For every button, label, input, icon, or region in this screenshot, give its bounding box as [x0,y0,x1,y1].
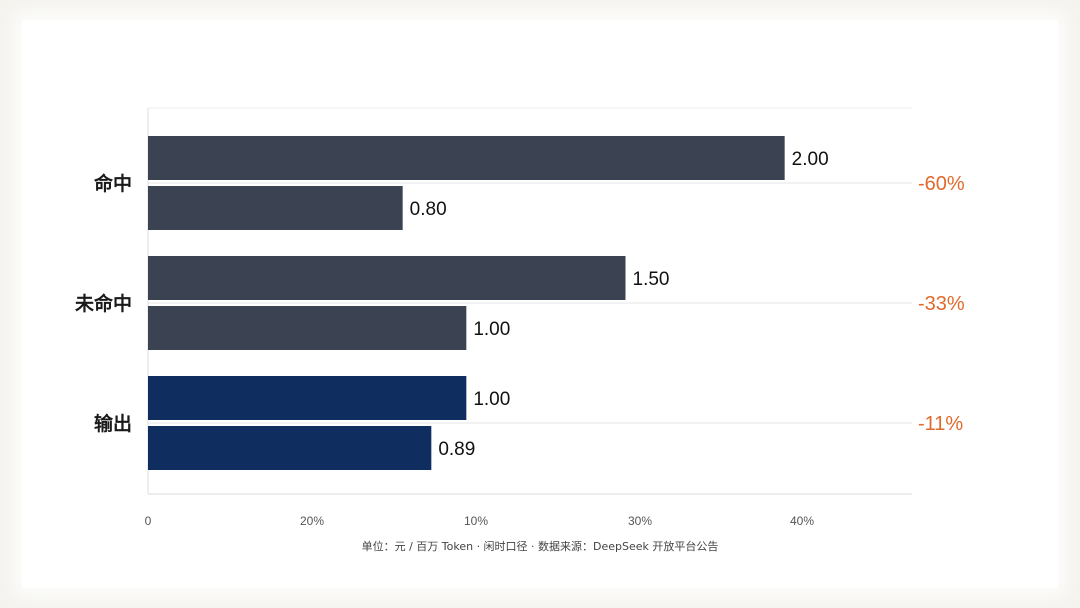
bar [148,256,626,300]
x-tick-label: 20% [300,514,324,528]
bar-value-label: 1.00 [473,319,510,340]
x-tick-label: 30% [628,514,652,528]
x-tick-label: 40% [790,514,814,528]
bar [148,136,785,180]
bar [148,306,467,350]
bar-value-label: 0.89 [438,439,475,460]
bar [148,186,403,230]
chart-footnote: 单位：元 / 百万 Token · 闲时口径 · 数据来源：DeepSeek 开… [361,540,719,553]
bar-value-label: 1.00 [473,389,510,410]
bar-value-label: 1.50 [633,269,670,290]
bar-value-label: 0.80 [410,199,447,220]
category-label: 输出 [94,412,132,435]
chart-card [22,20,1058,588]
bar [148,376,467,420]
change-label: -60% [918,173,965,195]
bar [148,426,432,470]
change-label: -33% [918,293,965,315]
x-tick-label: 10% [464,514,488,528]
change-label: -11% [918,413,963,435]
category-label: 未命中 [74,292,132,315]
x-tick-label: 0 [145,514,152,528]
category-label: 命中 [94,172,132,195]
bar-value-label: 2.00 [792,149,829,170]
